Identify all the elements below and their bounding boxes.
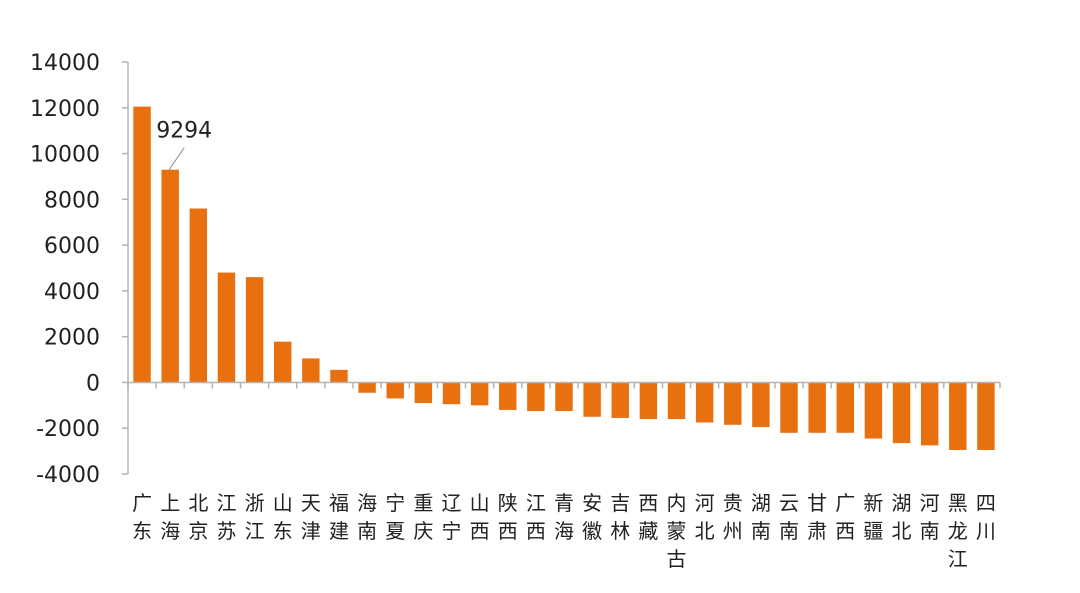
- bar: [527, 382, 545, 412]
- x-tick-label: 四川: [976, 491, 996, 543]
- x-tick-label: 河南: [920, 491, 940, 543]
- x-tick-label: 吉林: [610, 491, 630, 543]
- x-tick-labels: 广东上海北京江苏浙江山东天津福建海南宁夏重庆辽宁山西陕西江西青海安徽吉林西藏内蒙…: [132, 491, 996, 571]
- bar: [611, 382, 629, 418]
- y-axis: 14000 12000 10000 8000 6000 4000 2000 0 -2000 -40…: [30, 51, 129, 488]
- bar: [724, 382, 742, 425]
- y-tick-label: 2000: [44, 326, 100, 351]
- x-tick-label: 宁夏: [385, 491, 405, 543]
- bar: [245, 277, 264, 383]
- x-tick-label: 湖南: [751, 491, 771, 543]
- x-tick-label: 新疆: [863, 491, 883, 543]
- bar: [836, 382, 855, 433]
- x-tick-label: 青海: [554, 491, 574, 543]
- y-tick-label: -2000: [36, 417, 100, 442]
- y-tick-label: 4000: [44, 280, 100, 305]
- y-tick-label: 10000: [30, 143, 100, 168]
- x-tick-label: 河北: [695, 491, 715, 543]
- bar: [161, 169, 179, 383]
- x-tick-label: 辽宁: [441, 491, 461, 543]
- bar: [752, 382, 770, 428]
- x-tick-label: 北京: [188, 491, 208, 543]
- x-tick-label: 江西: [526, 491, 546, 543]
- x-tick-label: 江苏: [216, 491, 236, 543]
- bar: [583, 382, 601, 417]
- annotation-leader: [168, 147, 185, 171]
- bar: [133, 106, 151, 383]
- x-tick-label: 山西: [470, 491, 490, 543]
- x-tick-label: 福建: [329, 491, 349, 543]
- x-tick-label: 贵州: [723, 491, 743, 543]
- bar: [667, 382, 686, 420]
- y-tick-label: 6000: [44, 234, 100, 259]
- bar: [808, 382, 826, 433]
- bars: [133, 106, 995, 450]
- bar: [217, 272, 236, 383]
- y-tick-label: 14000: [30, 51, 100, 76]
- x-tick-label: 广东: [132, 491, 152, 543]
- bar: [358, 382, 376, 393]
- y-tick-label: -4000: [36, 463, 100, 488]
- bar: [414, 382, 433, 404]
- x-tick-label: 黑龙江: [948, 491, 968, 571]
- bar: [949, 382, 967, 450]
- bar: [442, 382, 461, 405]
- x-tick-label: 浙江: [245, 491, 265, 543]
- bar: [977, 382, 995, 450]
- bar: [470, 382, 489, 406]
- x-tick-label: 海南: [357, 491, 377, 543]
- y-tick-label: 12000: [30, 97, 100, 122]
- annotations: 9294: [156, 119, 212, 171]
- y-tick-label: 8000: [44, 188, 100, 213]
- x-tick-label: 甘肃: [807, 491, 827, 543]
- data-label: 9294: [156, 119, 212, 144]
- bar: [386, 382, 404, 399]
- bar: [695, 382, 714, 423]
- x-tick-label: 上海: [160, 491, 180, 543]
- bar: [892, 382, 911, 444]
- x-tick-label: 安徽: [582, 491, 602, 543]
- bar: [639, 382, 658, 420]
- x-tick-label: 云南: [779, 491, 799, 543]
- bar: [555, 382, 573, 412]
- bar: [330, 369, 348, 383]
- bar: [920, 382, 939, 446]
- x-tick-label: 天津: [301, 491, 321, 543]
- bar: [189, 208, 208, 383]
- x-tick-label: 广西: [835, 491, 855, 543]
- x-axis: [127, 381, 1001, 389]
- bar: [864, 382, 883, 439]
- bar: [302, 358, 320, 383]
- x-tick-label: 内蒙古: [667, 491, 687, 571]
- bar: [499, 382, 517, 410]
- x-tick-label: 山东: [273, 491, 293, 543]
- bar: [273, 341, 292, 383]
- x-tick-label: 湖北: [892, 491, 912, 543]
- x-tick-label: 陕西: [498, 491, 518, 543]
- x-tick-label: 重庆: [413, 491, 433, 543]
- y-tick-label: 0: [86, 371, 100, 396]
- x-tick-label: 西藏: [638, 491, 658, 543]
- bar: [780, 382, 798, 433]
